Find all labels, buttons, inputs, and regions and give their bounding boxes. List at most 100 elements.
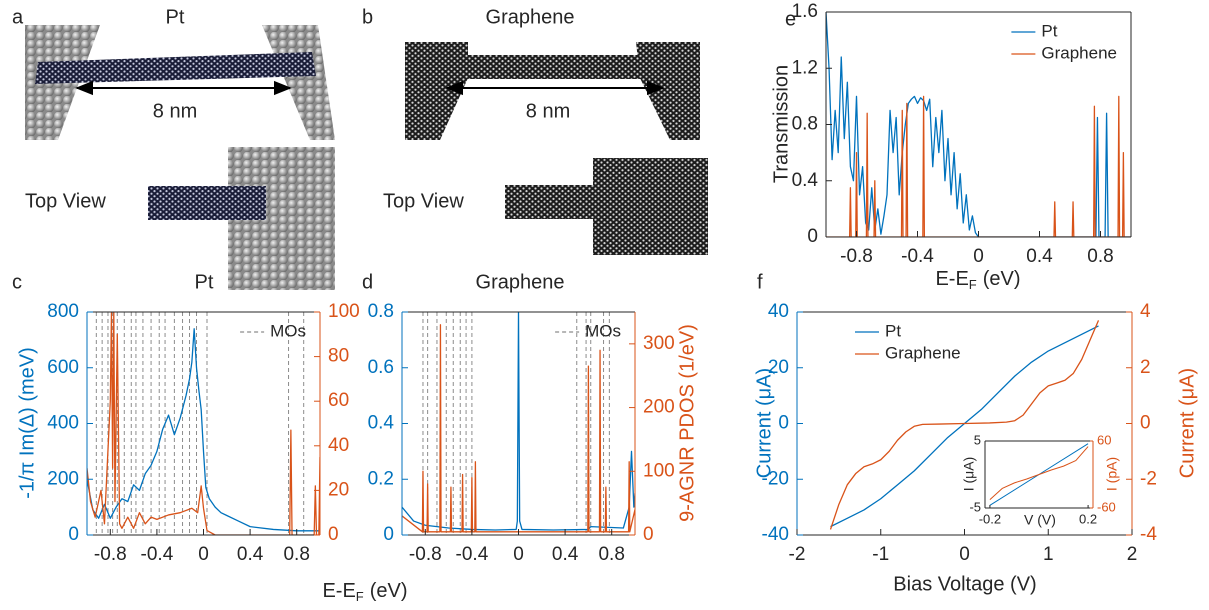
y2-tick-label: 4: [1140, 301, 1151, 322]
y-tick-label: 20: [768, 357, 789, 378]
x-tick-label: 0.8: [283, 544, 309, 565]
panel-letter: a: [12, 6, 24, 28]
y-tick-label: 0: [807, 226, 818, 247]
data-line: [989, 446, 1089, 500]
graphene-top-view: [593, 158, 708, 255]
x-axis-label: E-EF (eV): [322, 580, 407, 604]
y2-tick-label: 0: [643, 524, 654, 545]
chart-title: Pt: [195, 271, 214, 293]
y2-tick-label: 60: [1097, 432, 1111, 447]
nanoribbon: [462, 55, 642, 79]
panel-letter: e: [785, 8, 796, 30]
y-tick-label: 0.8: [368, 301, 394, 322]
y-tick-label: 0: [778, 413, 789, 434]
x-tick-label: 0.8: [598, 544, 624, 565]
legend-label: MOs: [585, 321, 621, 340]
y2-tick-label: 300: [643, 333, 675, 354]
panel-letter: d: [362, 271, 373, 293]
x-tick-label: -0.4: [901, 246, 934, 267]
chart-title: Graphene: [476, 271, 565, 293]
data-line: [402, 324, 635, 533]
y-tick-label: 1.6: [792, 1, 818, 22]
pt-electrode: [262, 25, 335, 140]
data-line: [826, 12, 1131, 237]
y2-tick-label: -2: [1140, 468, 1157, 489]
y-tick-label: -5: [969, 499, 981, 514]
y2-tick-label: -4: [1140, 524, 1157, 545]
plot-area: [829, 320, 1100, 530]
x-tick-label: -0.8: [840, 246, 873, 267]
plot-area: [826, 12, 1131, 237]
y2-tick-label: 100: [643, 460, 675, 481]
data-line: [87, 312, 320, 535]
x-tick-label: -2: [789, 544, 806, 565]
plot-area: [989, 443, 1089, 506]
x-axis-label: Bias Voltage (V): [893, 573, 1036, 595]
y-tick-label: -20: [762, 468, 789, 489]
y2-axis-label: I (pA): [1104, 457, 1120, 491]
y2-tick-label: 100: [328, 301, 360, 322]
data-line: [87, 328, 320, 532]
x-tick-label: 0.8: [1087, 246, 1113, 267]
nanoribbon: [35, 52, 316, 84]
y-tick-label: 0: [68, 524, 79, 545]
y2-tick-label: 2: [1140, 357, 1151, 378]
y-tick-label: 0.4: [368, 413, 395, 434]
y-tick-label: 0.2: [368, 468, 394, 489]
x-tick-label: -0.2: [979, 511, 1001, 526]
x-tick-label: -0.8: [409, 544, 442, 565]
x-tick-label: -0.4: [456, 544, 489, 565]
view-label: Top View: [25, 190, 106, 212]
x-tick-label: 2: [1127, 544, 1138, 565]
y-tick-label: 600: [47, 357, 79, 378]
x-axis-label: V (V): [1024, 512, 1056, 528]
y-axis-label: Transmission: [770, 65, 792, 183]
x-tick-label: 0.4: [1026, 246, 1053, 267]
y2-tick-label: 80: [328, 346, 349, 367]
x-tick-label: 0: [973, 246, 984, 267]
legend-label: Graphene: [1041, 43, 1117, 62]
y-tick-label: 0.6: [368, 357, 394, 378]
x-tick-label: 0.2: [1079, 511, 1097, 526]
y2-tick-label: 60: [328, 390, 349, 411]
x-tick-label: -0.8: [94, 544, 127, 565]
y-tick-label: 40: [768, 301, 789, 322]
label-part: (eV): [370, 580, 408, 602]
y2-tick-label: 200: [643, 397, 675, 418]
legend-label: Pt: [1041, 21, 1057, 40]
length-label: 8 nm: [526, 100, 570, 122]
y-tick-label: 1.2: [792, 57, 818, 78]
x-tick-label: -0.4: [141, 544, 174, 565]
data-line: [826, 95, 1131, 237]
legend-label: Pt: [885, 321, 901, 340]
plot-area: [402, 312, 635, 535]
y-tick-label: 0.8: [792, 114, 818, 135]
label-part: E-E: [322, 580, 355, 602]
panel-letter: f: [757, 271, 763, 293]
label-part: E-E: [935, 268, 968, 290]
x-tick-label: 0: [959, 544, 970, 565]
y-tick-label: 5: [974, 432, 981, 447]
y2-tick-label: 40: [328, 435, 349, 456]
y2-tick-label: -60: [1097, 499, 1116, 514]
ribbon-top-view: [505, 185, 597, 219]
y2-tick-label: 0: [328, 524, 339, 545]
length-label: 8 nm: [153, 100, 197, 122]
y2-tick-label: 0: [1140, 413, 1151, 434]
x-tick-label: 0: [513, 544, 524, 565]
plot-area: [87, 312, 320, 535]
y-axis-label: I (μA): [961, 457, 977, 492]
label-part: (eV): [983, 268, 1021, 290]
panel-title: Pt: [166, 6, 185, 28]
panel-title: Graphene: [486, 6, 575, 28]
panel-letter: c: [12, 271, 22, 293]
y2-axis-label: 9-AGNR PDOS (1/eV): [676, 324, 698, 522]
y-tick-label: 200: [47, 468, 79, 489]
y-tick-label: -40: [762, 524, 789, 545]
y2-axis-label: Current (μA): [1176, 368, 1198, 478]
y-axis-label: -1/π Im(Δ) (meV): [16, 347, 38, 499]
legend-label: Graphene: [885, 343, 961, 362]
y-tick-label: 0: [383, 524, 394, 545]
x-tick-label: 0: [198, 544, 209, 565]
